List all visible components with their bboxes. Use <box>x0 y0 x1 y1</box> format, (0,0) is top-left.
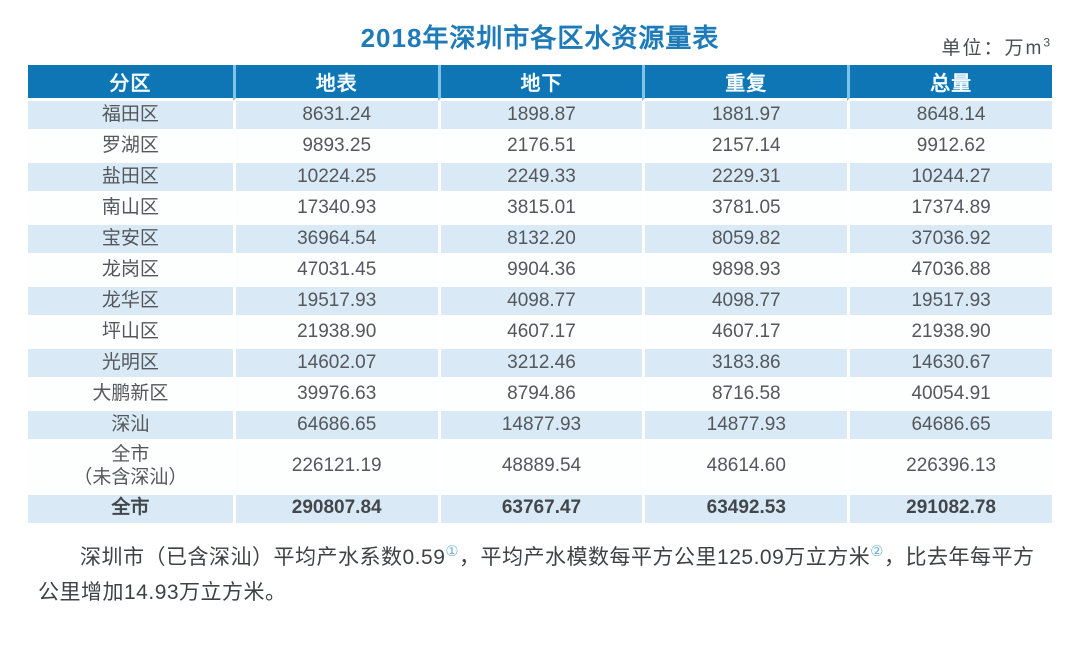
value-cell: 8794.86 <box>437 380 643 411</box>
table-row: 福田区 8631.24 1898.87 1881.97 8648.14 <box>28 101 1052 132</box>
value-cell: 290807.84 <box>232 494 438 526</box>
district-cell: 全市 <box>28 494 233 526</box>
district-cell: 深汕 <box>28 411 233 442</box>
column-header: 地下 <box>437 65 643 101</box>
unit-label: 单位：万m3 <box>941 33 1050 60</box>
table-row: 全市 290807.84 63767.47 63492.53 291082.78 <box>28 494 1052 526</box>
district-cell: 全市 （未含深汕） <box>28 442 233 495</box>
column-header: 总量 <box>847 65 1052 101</box>
table-row: 龙岗区 47031.45 9904.36 9898.93 47036.88 <box>28 256 1052 287</box>
value-cell: 8132.20 <box>437 225 643 256</box>
table-row: 南山区 17340.93 3815.01 3781.05 17374.89 <box>28 194 1052 225</box>
value-cell: 63767.47 <box>437 494 643 526</box>
value-cell: 291082.78 <box>847 494 1052 526</box>
column-header: 分区 <box>28 65 233 101</box>
value-cell: 47031.45 <box>232 256 438 287</box>
footnote: 深圳市（已含深汕）平均产水系数0.59①，平均产水模数每平方公里125.09万立… <box>38 540 1046 611</box>
table-row: 深汕 64686.65 14877.93 14877.93 64686.65 <box>28 411 1052 442</box>
value-cell: 226121.19 <box>232 442 438 495</box>
value-cell: 1898.87 <box>437 101 643 132</box>
unit-text: 单位：万m <box>941 38 1044 59</box>
footnote-ref-2-icon: ② <box>870 543 884 560</box>
value-cell: 8716.58 <box>642 380 848 411</box>
table-row: 盐田区 10224.25 2249.33 2229.31 10244.27 <box>28 163 1052 194</box>
district-cell: 福田区 <box>28 101 233 132</box>
value-cell: 37036.92 <box>847 225 1052 256</box>
value-cell: 17340.93 <box>232 194 438 225</box>
value-cell: 1881.97 <box>642 101 848 132</box>
footnote-ref-1-icon: ① <box>445 543 460 560</box>
footnote-text-1: 深圳市（已含深汕）平均产水系数0.59 <box>80 545 446 569</box>
value-cell: 2157.14 <box>642 132 848 163</box>
district-cell: 光明区 <box>28 349 233 380</box>
page-header: 2018年深圳市各区水资源量表 单位：万m3 <box>0 14 1080 62</box>
column-header: 地表 <box>232 65 438 101</box>
value-cell: 9904.36 <box>437 256 643 287</box>
value-cell: 9912.62 <box>847 132 1052 163</box>
value-cell: 14877.93 <box>642 411 848 442</box>
value-cell: 2176.51 <box>437 132 643 163</box>
table-body: 福田区 8631.24 1898.87 1881.97 8648.14 罗湖区 9893.2… <box>28 101 1052 526</box>
value-cell: 8059.82 <box>642 225 848 256</box>
value-cell: 48889.54 <box>437 442 643 495</box>
district-cell: 南山区 <box>28 194 233 225</box>
value-cell: 2249.33 <box>437 163 643 194</box>
value-cell: 47036.88 <box>847 256 1052 287</box>
value-cell: 3212.46 <box>437 349 643 380</box>
value-cell: 3815.01 <box>437 194 643 225</box>
page-title: 2018年深圳市各区水资源量表 <box>360 23 720 53</box>
value-cell: 17374.89 <box>847 194 1052 225</box>
value-cell: 8648.14 <box>847 101 1052 132</box>
column-header: 重复 <box>642 65 848 101</box>
value-cell: 64686.65 <box>847 411 1052 442</box>
value-cell: 40054.91 <box>847 380 1052 411</box>
water-resources-table-container: 分区 地表 地下 重复 总量 福田区 8631.24 1898.87 1881.97 8648.… <box>28 65 1052 526</box>
value-cell: 48614.60 <box>642 442 848 495</box>
value-cell: 8631.24 <box>232 101 438 132</box>
district-cell: 坪山区 <box>28 318 233 349</box>
table-row: 光明区 14602.07 3212.46 3183.86 14630.67 <box>28 349 1052 380</box>
value-cell: 19517.93 <box>847 287 1052 318</box>
table-head: 分区 地表 地下 重复 总量 <box>28 65 1052 101</box>
value-cell: 4098.77 <box>642 287 848 318</box>
table-row: 宝安区 36964.54 8132.20 8059.82 37036.92 <box>28 225 1052 256</box>
table-row: 龙华区 19517.93 4098.77 4098.77 19517.93 <box>28 287 1052 318</box>
value-cell: 21938.90 <box>847 318 1052 349</box>
district-cell: 盐田区 <box>28 163 233 194</box>
value-cell: 4607.17 <box>642 318 848 349</box>
value-cell: 9893.25 <box>232 132 438 163</box>
district-cell: 龙华区 <box>28 287 233 318</box>
value-cell: 2229.31 <box>642 163 848 194</box>
value-cell: 19517.93 <box>232 287 438 318</box>
table-row: 罗湖区 9893.25 2176.51 2157.14 9912.62 <box>28 132 1052 163</box>
value-cell: 64686.65 <box>232 411 438 442</box>
water-resources-table: 分区 地表 地下 重复 总量 福田区 8631.24 1898.87 1881.97 8648.… <box>28 65 1052 526</box>
value-cell: 9898.93 <box>642 256 848 287</box>
value-cell: 10224.25 <box>232 163 438 194</box>
value-cell: 21938.90 <box>232 318 438 349</box>
value-cell: 36964.54 <box>232 225 438 256</box>
footnote-text-3: ，比去年每平方公里增加14.93万立方米。 <box>38 545 1035 605</box>
value-cell: 63492.53 <box>642 494 848 526</box>
table-row: 坪山区 21938.90 4607.17 4607.17 21938.90 <box>28 318 1052 349</box>
value-cell: 14630.67 <box>847 349 1052 380</box>
district-cell: 宝安区 <box>28 225 233 256</box>
value-cell: 3183.86 <box>642 349 848 380</box>
value-cell: 10244.27 <box>847 163 1052 194</box>
table-row: 大鹏新区 39976.63 8794.86 8716.58 40054.91 <box>28 380 1052 411</box>
value-cell: 3781.05 <box>642 194 848 225</box>
table-row: 全市 （未含深汕） 226121.19 48889.54 48614.60 226396… <box>28 442 1052 495</box>
footnote-text-2: ，平均产水模数每平方公里125.09万立方米 <box>459 545 871 569</box>
value-cell: 39976.63 <box>232 380 438 411</box>
value-cell: 4607.17 <box>437 318 643 349</box>
value-cell: 4098.77 <box>437 287 643 318</box>
district-cell: 龙岗区 <box>28 256 233 287</box>
value-cell: 14877.93 <box>437 411 643 442</box>
table-header-row: 分区 地表 地下 重复 总量 <box>28 65 1052 101</box>
value-cell: 226396.13 <box>847 442 1052 495</box>
district-cell: 大鹏新区 <box>28 380 233 411</box>
unit-superscript: 3 <box>1043 35 1050 50</box>
value-cell: 14602.07 <box>232 349 438 380</box>
district-cell: 罗湖区 <box>28 132 233 163</box>
